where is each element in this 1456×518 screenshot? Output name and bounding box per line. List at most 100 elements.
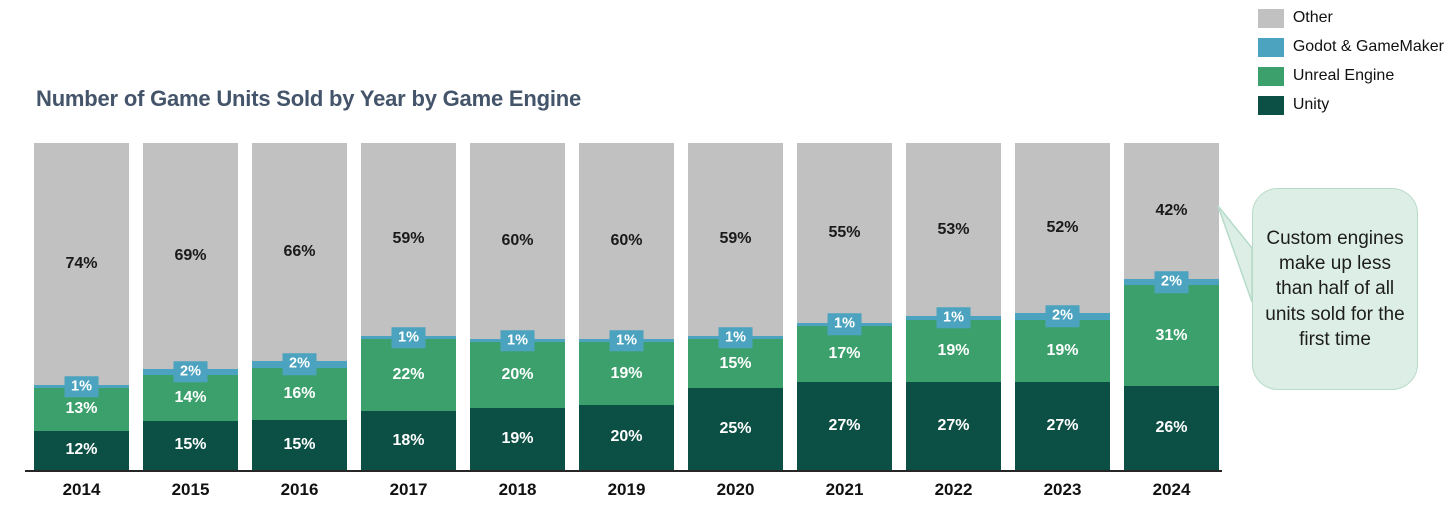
bar-2021: 55% 1% 17% 27% [797,143,892,470]
segment-value-label: 17% [828,344,861,362]
legend-label: Other [1292,9,1333,26]
segment-value-label: 27% [828,416,861,434]
legend-swatch-unity [1257,95,1284,115]
segment-value-label: 1% [609,330,644,352]
segment-other-2024: 42% [1124,143,1219,279]
segment-other-2017: 59% [361,143,456,336]
segment-value-label: 2% [1045,305,1080,328]
x-axis-label-2022: 2022 [934,480,973,499]
segment-godot-gamemaker-2016: 2% [252,353,347,376]
bar-2024: 42% 2% 31% 26% [1124,143,1219,470]
segment-value-label: 27% [1046,416,1079,434]
legend-swatch-godot-gamemaker [1257,37,1284,57]
segment-godot-gamemaker-2020: 1% [688,326,783,349]
segment-value-label: 31% [1155,326,1188,344]
segment-godot-gamemaker-2022: 1% [906,307,1001,329]
x-axis-label-2024: 2024 [1152,480,1191,499]
segment-value-label: 19% [1046,341,1079,359]
x-axis-line [25,470,1222,472]
segment-other-2018: 60% [470,143,565,340]
x-axis-label-2019: 2019 [607,480,646,499]
segment-unity-2023: 27% [1015,381,1110,470]
callout-tail [1217,205,1253,303]
segment-godot-gamemaker-2024: 2% [1124,271,1219,293]
legend-item-other: Other [1257,8,1444,28]
segment-unity-2021: 27% [797,381,892,470]
segment-value-label: 1% [64,375,99,398]
callout-text: Custom engines make up less than half of… [1265,228,1405,350]
segment-other-2015: 69% [143,143,238,369]
segment-value-label: 19% [937,341,970,359]
legend-swatch-unreal-engine [1257,66,1284,86]
segment-value-label: 74% [65,254,98,272]
bar-2016: 66% 2% 16% 15% [252,143,347,470]
bar-2019: 60% 1% 19% 20% [579,143,674,470]
x-axis-label-2021: 2021 [825,480,864,499]
legend-label: Unreal Engine [1292,67,1395,84]
segment-unity-2016: 15% [252,420,347,470]
segment-other-2014: 74% [34,143,129,385]
segment-godot-gamemaker-2019: 1% [579,330,674,352]
segment-unreal-engine-2017: 22% [361,339,456,412]
segment-unreal-engine-2019: 19% [579,342,674,405]
segment-value-label: 15% [174,436,207,454]
bar-2018: 60% 1% 20% 19% [470,143,565,470]
segment-value-label: 53% [937,220,970,238]
x-axis-label-2016: 2016 [280,480,319,499]
segment-other-2016: 66% [252,143,347,361]
segment-value-label: 25% [719,420,752,438]
segment-godot-gamemaker-2017: 1% [361,326,456,349]
segment-unity-2019: 20% [579,404,674,470]
segment-value-label: 16% [283,385,316,403]
segment-other-2019: 60% [579,143,674,340]
segment-godot-gamemaker-2014: 1% [34,375,129,398]
segment-value-label: 60% [610,232,643,250]
segment-unreal-engine-2018: 20% [470,342,565,408]
segment-value-label: 19% [610,364,643,382]
segment-value-label: 1% [391,326,426,349]
x-axis-label-2020: 2020 [716,480,755,499]
segment-other-2022: 53% [906,143,1001,317]
segment-value-label: 14% [174,389,207,407]
x-axis-label-2023: 2023 [1043,480,1082,499]
segment-value-label: 15% [719,354,752,372]
segment-unity-2018: 19% [470,407,565,470]
segment-value-label: 2% [173,361,208,383]
callout-bubble: Custom engines make up less than half of… [1252,188,1418,390]
bar-2022: 53% 1% 19% 27% [906,143,1001,470]
segment-value-label: 1% [827,313,862,336]
segment-unity-2022: 27% [906,381,1001,470]
segment-unreal-engine-2022: 19% [906,319,1001,382]
segment-value-label: 52% [1046,219,1079,237]
segment-unreal-engine-2016: 16% [252,367,347,421]
segment-value-label: 59% [719,230,752,248]
bar-2023: 52% 2% 19% 27% [1015,143,1110,470]
segment-value-label: 27% [937,416,970,434]
legend-item-unity: Unity [1257,95,1444,115]
segment-value-label: 22% [392,366,425,384]
segment-godot-gamemaker-2023: 2% [1015,305,1110,328]
segment-other-2021: 55% [797,143,892,323]
segment-value-label: 13% [65,400,98,418]
segment-unity-2014: 12% [34,430,129,470]
segment-godot-gamemaker-2015: 2% [143,361,238,383]
segment-unreal-engine-2021: 17% [797,326,892,382]
bar-2020: 59% 1% 15% 25% [688,143,783,470]
segment-value-label: 19% [501,429,534,447]
segment-other-2023: 52% [1015,143,1110,314]
plot-area: 74% 1% 13% 12% 69% 2% 14% 15% 66% 2% 16% 15% 59% 1% 22… [34,143,1219,470]
segment-godot-gamemaker-2018: 1% [470,330,565,352]
legend: Other Godot & GameMaker Unreal Engine Unity [1257,8,1444,115]
segment-unreal-engine-2023: 19% [1015,319,1110,382]
segment-value-label: 55% [828,223,861,241]
segment-value-label: 20% [610,428,643,446]
segment-other-2020: 59% [688,143,783,336]
segment-value-label: 20% [501,366,534,384]
segment-unity-2020: 25% [688,388,783,470]
legend-swatch-other [1257,8,1284,28]
x-axis-label-2018: 2018 [498,480,537,499]
segment-unity-2015: 15% [143,420,238,470]
segment-value-label: 1% [936,307,971,329]
bar-2015: 69% 2% 14% 15% [143,143,238,470]
